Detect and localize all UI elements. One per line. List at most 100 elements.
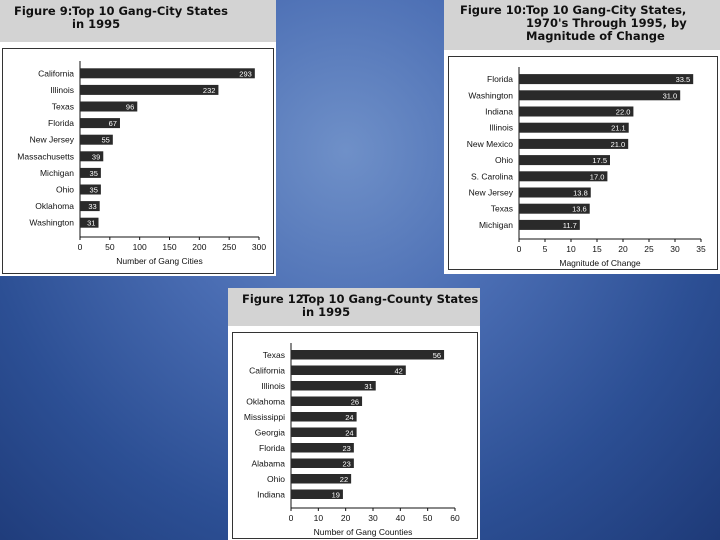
category-label: Illinois bbox=[261, 381, 285, 391]
bar bbox=[291, 474, 352, 484]
data-label: 35 bbox=[90, 186, 98, 195]
x-tick-label: 30 bbox=[670, 244, 680, 254]
x-tick-label: 10 bbox=[314, 513, 324, 523]
bar bbox=[519, 203, 590, 214]
data-label: 39 bbox=[92, 152, 100, 161]
x-tick-label: 0 bbox=[289, 513, 294, 523]
figure-10-label: Figure 10: bbox=[460, 3, 527, 17]
figure-9-title-line-2: in 1995 bbox=[72, 17, 121, 31]
data-label: 13.8 bbox=[573, 189, 588, 198]
category-label: Indiana bbox=[485, 107, 513, 117]
x-tick-label: 15 bbox=[592, 244, 602, 254]
data-label: 24 bbox=[345, 428, 353, 437]
bar bbox=[80, 167, 101, 178]
data-label: 31 bbox=[87, 219, 95, 228]
x-tick-label: 0 bbox=[78, 242, 83, 252]
data-label: 21.1 bbox=[611, 124, 626, 133]
category-label: S. Carolina bbox=[471, 171, 513, 181]
data-label: 35 bbox=[90, 169, 98, 178]
data-label: 33.5 bbox=[676, 75, 691, 84]
x-tick-label: 40 bbox=[396, 513, 406, 523]
data-label: 24 bbox=[345, 413, 353, 422]
bar bbox=[519, 122, 629, 133]
figure-12-chart-frame: Texas 56 California 42 Illinois 31 Oklahoma 26 M… bbox=[232, 332, 478, 539]
bar bbox=[291, 489, 343, 499]
category-label: New Jersey bbox=[469, 188, 514, 198]
bar bbox=[519, 90, 681, 101]
category-label: Michigan bbox=[40, 168, 74, 178]
figure-12-chart: Texas 56 California 42 Illinois 31 Oklahoma 26 M… bbox=[244, 343, 460, 537]
figure-12-label: Figure 12: bbox=[242, 292, 309, 306]
figure-9-header: Figure 9: Top 10 Gang-City States in 199… bbox=[0, 0, 276, 42]
bar bbox=[519, 187, 591, 198]
bar bbox=[80, 217, 99, 228]
bar bbox=[519, 171, 608, 182]
bar bbox=[80, 151, 104, 162]
figure-12-title-line-1: Top 10 Gang-County States bbox=[302, 292, 479, 306]
bar bbox=[519, 74, 694, 85]
category-label: Indiana bbox=[257, 489, 285, 499]
bar bbox=[291, 350, 445, 360]
figure-9-chart: California 293 Illinois 232 Texas 96 Florida 67… bbox=[17, 61, 266, 266]
figure-9-panel: Figure 9: Top 10 Gang-City States in 199… bbox=[0, 0, 276, 276]
x-tick-label: 250 bbox=[222, 242, 236, 252]
data-label: 19 bbox=[332, 490, 340, 499]
figure-12-panel: Figure 12: Top 10 Gang-County States in … bbox=[228, 288, 480, 540]
data-label: 232 bbox=[203, 86, 216, 95]
data-label: 67 bbox=[109, 119, 117, 128]
figure-10-title-line-1: Top 10 Gang-City States, bbox=[526, 3, 687, 17]
figure-9-chart-frame: California 293 Illinois 232 Texas 96 Florida 67… bbox=[2, 48, 274, 274]
category-label: Oklahoma bbox=[246, 396, 285, 406]
bar bbox=[80, 101, 138, 112]
category-label: Oklahoma bbox=[35, 201, 74, 211]
data-label: 31 bbox=[364, 382, 372, 391]
figure-10-title-line-3: Magnitude of Change bbox=[526, 29, 665, 43]
data-label: 17.0 bbox=[590, 172, 605, 181]
category-label: Alabama bbox=[251, 458, 285, 468]
data-label: 42 bbox=[394, 366, 402, 375]
category-label: Michigan bbox=[479, 220, 513, 230]
data-label: 96 bbox=[126, 103, 134, 112]
category-label: Illinois bbox=[489, 123, 513, 133]
category-label: Texas bbox=[52, 102, 74, 112]
x-axis-title: Magnitude of Change bbox=[559, 258, 641, 268]
data-label: 31.0 bbox=[663, 91, 678, 100]
category-label: Washington bbox=[468, 90, 513, 100]
bar bbox=[519, 138, 629, 149]
category-label: New Mexico bbox=[467, 139, 514, 149]
x-tick-label: 200 bbox=[192, 242, 206, 252]
x-axis-title: Number of Gang Counties bbox=[314, 527, 413, 537]
data-label: 56 bbox=[433, 351, 441, 360]
x-tick-label: 20 bbox=[341, 513, 351, 523]
data-label: 21.0 bbox=[611, 140, 626, 149]
bar bbox=[291, 365, 406, 375]
bar bbox=[291, 458, 354, 468]
x-tick-label: 25 bbox=[644, 244, 654, 254]
x-tick-label: 100 bbox=[133, 242, 147, 252]
category-label: New Jersey bbox=[30, 135, 75, 145]
data-label: 17.5 bbox=[592, 156, 607, 165]
data-label: 293 bbox=[239, 69, 252, 78]
data-label: 11.7 bbox=[563, 221, 577, 230]
bar bbox=[291, 396, 363, 406]
category-label: Florida bbox=[487, 74, 513, 84]
figure-12-header: Figure 12: Top 10 Gang-County States in … bbox=[228, 288, 480, 326]
data-label: 33 bbox=[88, 202, 96, 211]
data-label: 55 bbox=[101, 136, 109, 145]
bar bbox=[80, 201, 100, 212]
data-label: 22.0 bbox=[616, 108, 631, 117]
x-tick-label: 0 bbox=[517, 244, 522, 254]
category-label: Texas bbox=[263, 350, 285, 360]
bar bbox=[80, 134, 113, 145]
bar bbox=[291, 381, 376, 391]
category-label: Texas bbox=[491, 204, 513, 214]
category-label: Illinois bbox=[50, 85, 74, 95]
x-tick-label: 30 bbox=[368, 513, 378, 523]
data-label: 13.6 bbox=[572, 205, 587, 214]
bar bbox=[80, 184, 101, 195]
bar bbox=[519, 155, 610, 166]
x-tick-label: 50 bbox=[105, 242, 115, 252]
bar bbox=[519, 106, 634, 117]
bar bbox=[291, 427, 357, 437]
category-label: Georgia bbox=[255, 427, 286, 437]
